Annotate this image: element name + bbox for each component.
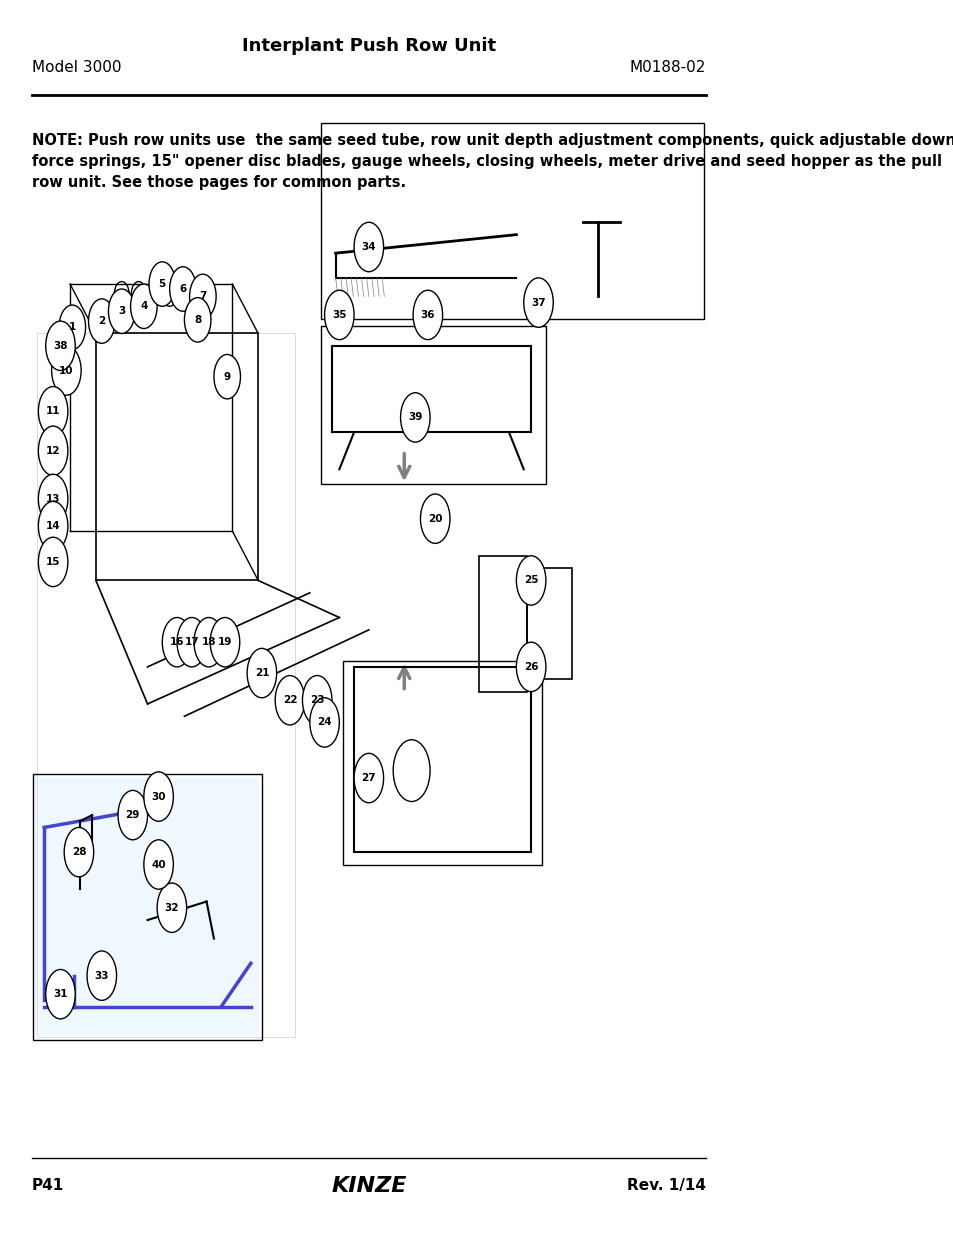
Text: 22: 22 (282, 695, 296, 705)
Text: 29: 29 (126, 810, 140, 820)
Bar (96, 333, 258, 580)
Text: 37: 37 (531, 298, 545, 308)
Circle shape (190, 274, 216, 319)
Text: 17: 17 (184, 637, 199, 647)
Circle shape (38, 537, 68, 587)
Text: 36: 36 (420, 310, 435, 320)
Circle shape (247, 648, 276, 698)
Circle shape (420, 494, 450, 543)
Bar (320, 326, 545, 484)
Text: 1: 1 (69, 322, 76, 332)
Circle shape (87, 951, 116, 1000)
Text: 16: 16 (170, 637, 184, 647)
Text: 19: 19 (217, 637, 232, 647)
Circle shape (118, 790, 148, 840)
Text: 33: 33 (94, 971, 109, 981)
Text: 40: 40 (152, 860, 166, 869)
Bar (479, 556, 527, 692)
Text: Rev. 1/14: Rev. 1/14 (626, 1178, 705, 1193)
Circle shape (400, 393, 430, 442)
Circle shape (193, 618, 223, 667)
Text: 7: 7 (199, 291, 207, 301)
Circle shape (310, 698, 339, 747)
Circle shape (109, 289, 135, 333)
Circle shape (162, 618, 192, 667)
Circle shape (274, 676, 304, 725)
Text: 25: 25 (523, 576, 537, 585)
Circle shape (213, 354, 240, 399)
Text: 11: 11 (46, 406, 60, 416)
Text: 12: 12 (46, 446, 60, 456)
Circle shape (38, 426, 68, 475)
Circle shape (149, 262, 175, 306)
Text: 26: 26 (523, 662, 537, 672)
Text: 10: 10 (59, 366, 73, 375)
Circle shape (38, 501, 68, 551)
Circle shape (523, 278, 553, 327)
Circle shape (89, 299, 115, 343)
Text: 27: 27 (361, 773, 375, 783)
Text: 6: 6 (179, 284, 187, 294)
Text: 18: 18 (201, 637, 215, 647)
Text: 30: 30 (152, 792, 166, 802)
FancyBboxPatch shape (37, 333, 294, 1037)
Text: 5: 5 (158, 279, 166, 289)
Text: 15: 15 (46, 557, 60, 567)
Circle shape (516, 556, 545, 605)
Text: 34: 34 (361, 242, 375, 252)
Text: Interplant Push Row Unit: Interplant Push Row Unit (241, 37, 496, 54)
Text: 20: 20 (428, 514, 442, 524)
Circle shape (144, 840, 173, 889)
Text: 21: 21 (254, 668, 269, 678)
Circle shape (38, 474, 68, 524)
Text: 13: 13 (46, 494, 60, 504)
Circle shape (46, 321, 75, 370)
Circle shape (157, 883, 187, 932)
Text: 2: 2 (98, 316, 106, 326)
Text: 28: 28 (71, 847, 86, 857)
Text: 3: 3 (118, 306, 125, 316)
Text: Model 3000: Model 3000 (31, 61, 121, 75)
Text: NOTE: Push row units use  the same seed tube, row unit depth adjustment componen: NOTE: Push row units use the same seed t… (31, 133, 953, 190)
Text: 38: 38 (53, 341, 68, 351)
Text: 24: 24 (317, 718, 332, 727)
Circle shape (302, 676, 332, 725)
Circle shape (64, 827, 93, 877)
Text: 32: 32 (165, 903, 179, 913)
Circle shape (131, 284, 157, 329)
Bar (35, 778, 258, 1036)
Circle shape (51, 346, 81, 395)
Circle shape (38, 387, 68, 436)
Circle shape (210, 618, 239, 667)
Circle shape (413, 290, 442, 340)
Text: 31: 31 (53, 989, 68, 999)
Text: 14: 14 (46, 521, 60, 531)
Text: 8: 8 (193, 315, 201, 325)
Circle shape (184, 298, 211, 342)
Text: P41: P41 (31, 1178, 64, 1193)
Circle shape (516, 642, 545, 692)
Bar (320, 124, 703, 319)
Bar (527, 568, 571, 679)
Text: 23: 23 (310, 695, 324, 705)
Text: M0188-02: M0188-02 (629, 61, 705, 75)
Circle shape (144, 772, 173, 821)
Circle shape (46, 969, 75, 1019)
Circle shape (170, 267, 196, 311)
Circle shape (59, 305, 86, 350)
Circle shape (177, 618, 207, 667)
Text: 35: 35 (332, 310, 346, 320)
Text: KINZE: KINZE (331, 1176, 406, 1195)
Circle shape (354, 753, 383, 803)
Text: 39: 39 (408, 412, 422, 422)
Bar (354, 667, 531, 852)
Bar (343, 661, 541, 864)
Bar (33, 774, 262, 1040)
Text: 4: 4 (140, 301, 148, 311)
Circle shape (324, 290, 354, 340)
Text: 9: 9 (223, 372, 231, 382)
Circle shape (354, 222, 383, 272)
